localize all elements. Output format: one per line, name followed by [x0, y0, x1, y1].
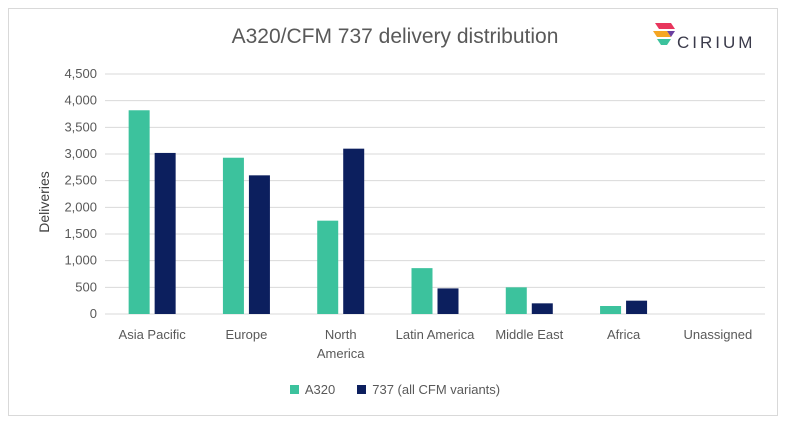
y-tick-label: 4,000: [64, 93, 97, 108]
x-tick-label: Latin America: [396, 327, 476, 342]
bar-a320-europe: [222, 157, 244, 314]
legend-label-a320: A320: [304, 382, 336, 397]
bar-737-asia-pacific: [154, 152, 176, 314]
bar-a320-africa: [600, 306, 622, 314]
legend-swatch-737: [357, 385, 367, 394]
x-tick-label: Africa: [607, 327, 641, 342]
bar-737-latin-america: [437, 288, 459, 314]
y-tick-label: 0: [90, 306, 97, 321]
x-tick-label: Europe: [225, 327, 267, 342]
y-axis-label: Deliveries: [36, 171, 52, 232]
bar-a320-north-america: [317, 220, 339, 314]
bar-a320-middle-east: [505, 287, 527, 314]
bar-737-middle-east: [531, 303, 553, 314]
y-tick-label: 4,500: [64, 66, 97, 81]
legend-item-a320: A320: [289, 382, 336, 397]
y-tick-label: 2,000: [64, 199, 97, 214]
bar-737-north-america: [343, 148, 365, 314]
y-tick-label: 1,500: [64, 226, 97, 241]
cirium-logo-mark-icon: [653, 23, 675, 45]
chart-title: A320/CFM 737 delivery distribution: [231, 25, 559, 48]
x-tick-label: Middle East: [495, 327, 563, 342]
legend: A320 737 (all CFM variants): [0, 382, 790, 397]
bar-737-europe: [248, 175, 270, 314]
legend-label-737: 737 (all CFM variants): [372, 382, 501, 397]
y-tick-label: 3,000: [64, 146, 97, 161]
x-tick-label: Asia Pacific: [119, 327, 187, 342]
x-tick-label: Unassigned: [684, 327, 753, 342]
x-tick-label: North America: [317, 327, 365, 361]
legend-item-737: 737 (all CFM variants): [357, 382, 500, 397]
y-tick-label: 2,500: [64, 173, 97, 188]
bars: [128, 110, 648, 315]
bar-737-africa: [626, 300, 648, 314]
y-tick-label: 1,000: [64, 253, 97, 268]
cirium-logo: CIRIUM: [651, 19, 766, 55]
bar-a320-asia-pacific: [128, 110, 150, 315]
y-tick-label: 3,500: [64, 119, 97, 134]
gridlines: [105, 73, 765, 315]
bar-a320-latin-america: [411, 268, 433, 314]
legend-swatch-a320: [289, 385, 299, 394]
x-axis-ticks: Asia Pacific Europe North America Latin Amer…: [119, 327, 753, 361]
cirium-logo-text: CIRIUM: [677, 33, 756, 52]
y-tick-label: 500: [75, 279, 97, 294]
y-axis-ticks: 0 500 1,000 1,500 2,000 2,500 3,000 3,500 4,000 4…: [64, 66, 97, 321]
